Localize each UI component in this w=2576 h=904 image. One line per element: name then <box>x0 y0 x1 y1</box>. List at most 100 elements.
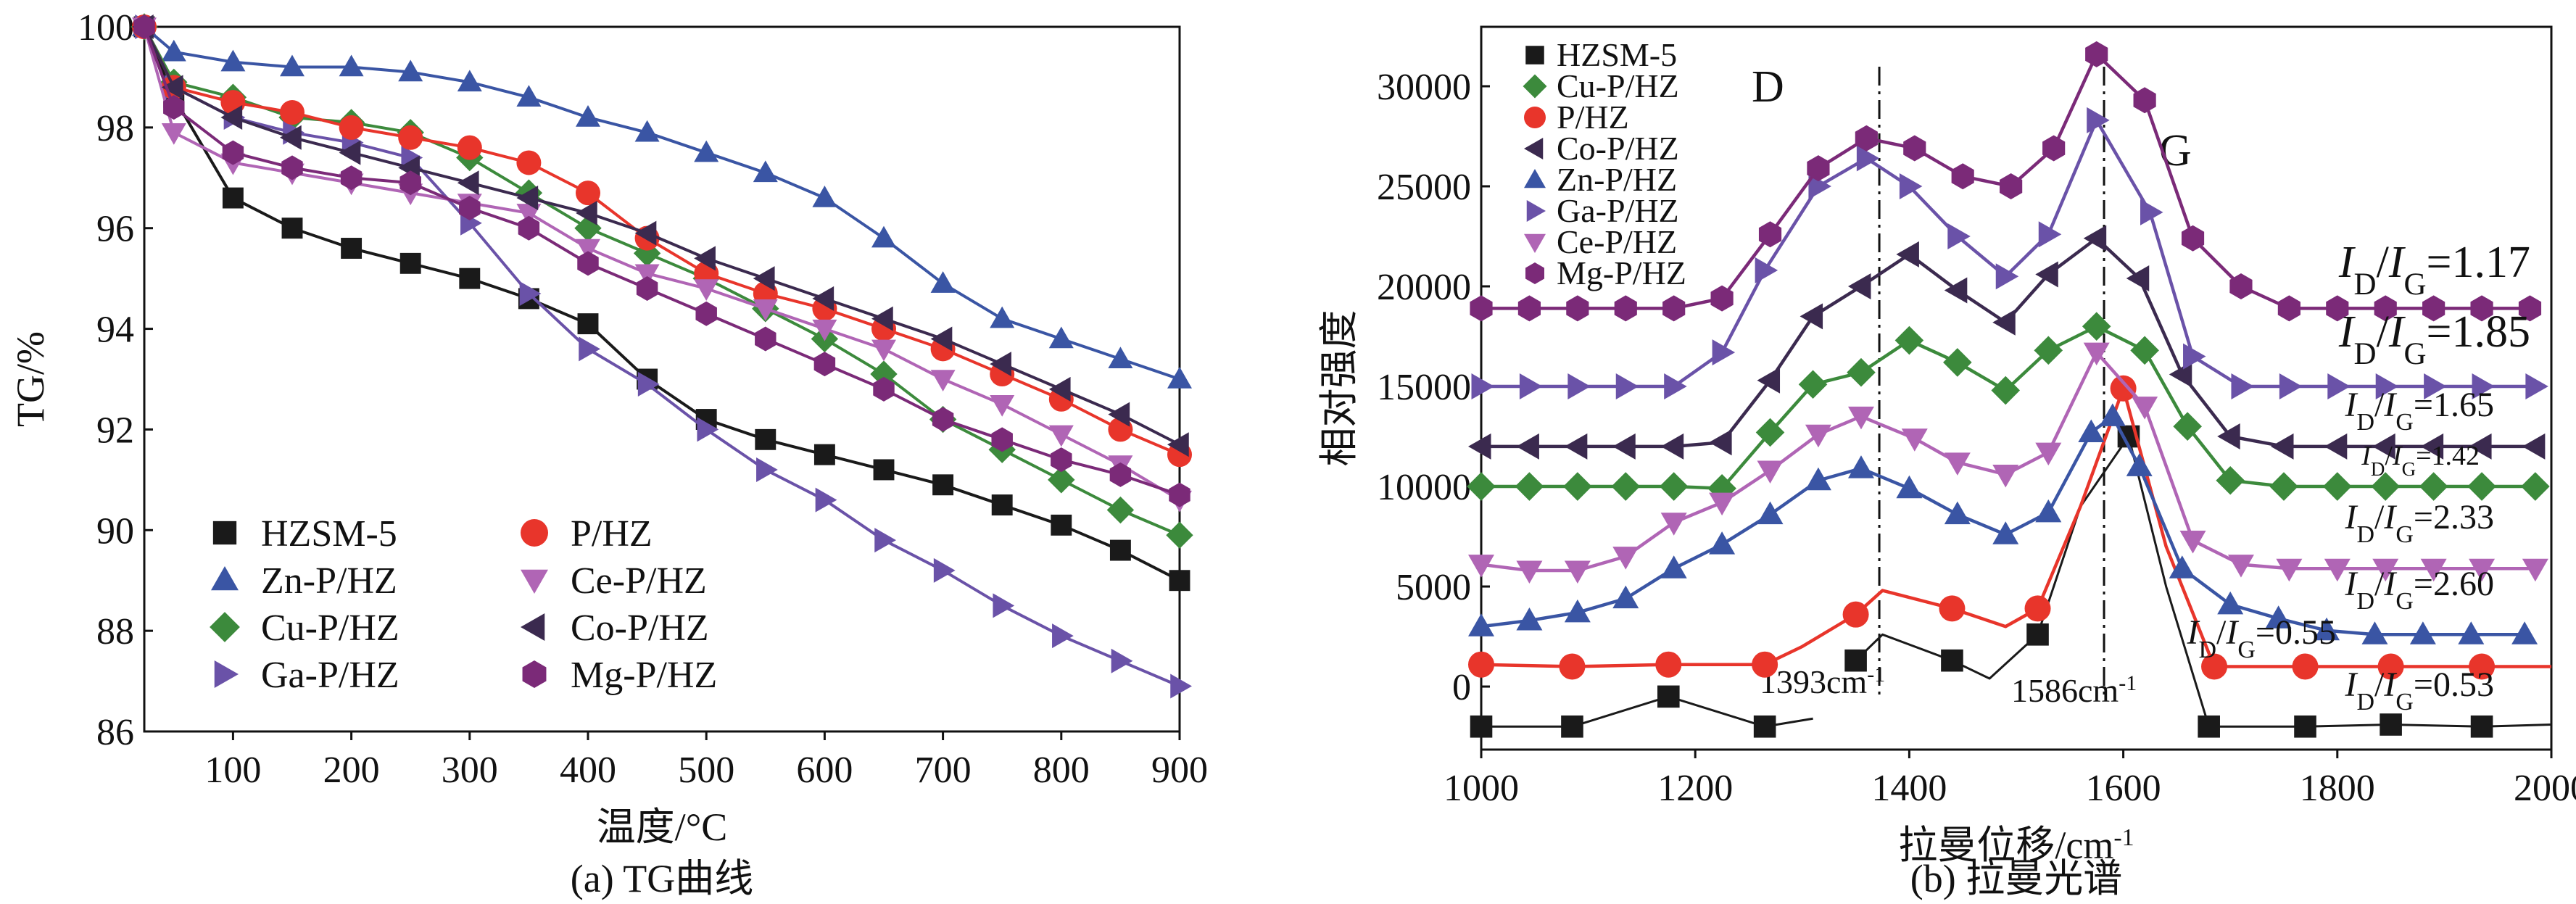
data-point-marker <box>163 95 185 120</box>
series-mg-p-hz <box>1470 41 2542 322</box>
data-point-marker <box>1516 560 1543 584</box>
data-point-marker <box>2314 617 2340 641</box>
data-point-marker <box>1842 601 1869 628</box>
y-tick-label: 0 <box>1452 667 1471 708</box>
data-point-marker <box>576 200 597 225</box>
data-point-marker <box>1108 402 1130 427</box>
y-tick-label: 86 <box>96 712 134 753</box>
data-point-marker <box>1657 685 1680 708</box>
data-point-marker <box>2099 403 2126 426</box>
data-point-marker <box>399 170 421 196</box>
data-point-marker <box>1170 673 1192 699</box>
ratio-symbol: G <box>2403 337 2426 371</box>
y-axis-label: TG/% <box>9 331 52 427</box>
legend-label: Zn-P/HZ <box>261 560 397 602</box>
slash: / <box>2374 498 2385 536</box>
x-tick-label: 700 <box>915 750 972 791</box>
data-point-marker <box>2130 336 2159 365</box>
data-point-marker <box>2000 173 2023 199</box>
data-point-marker <box>753 160 778 183</box>
x-tick-label: 1400 <box>1871 768 1947 809</box>
x-tick-label: 900 <box>1151 750 1208 791</box>
data-point-marker <box>1612 433 1636 460</box>
data-point-marker <box>1856 145 1880 172</box>
data-point-marker <box>933 557 956 583</box>
data-point-marker <box>1660 433 1684 460</box>
data-point-marker <box>694 279 719 302</box>
data-point-marker <box>1516 433 1539 460</box>
data-point-marker <box>871 339 896 362</box>
ratio-symbol: G <box>2237 636 2256 663</box>
legend-marker <box>1524 107 1546 128</box>
data-point-marker <box>1712 339 1736 366</box>
data-point-marker <box>1709 531 1736 555</box>
legend-marker <box>521 569 548 594</box>
data-point-marker <box>579 336 600 362</box>
legend-marker <box>522 660 547 688</box>
data-point-marker <box>695 301 717 326</box>
data-point-marker <box>1899 173 1923 199</box>
legend-marker <box>212 521 237 545</box>
data-point-marker <box>1563 472 1592 501</box>
data-point-marker <box>1468 555 1494 578</box>
data-point-marker <box>2294 715 2316 738</box>
data-point-marker <box>634 264 660 286</box>
data-point-marker <box>1615 373 1639 400</box>
ratio-value: 1.17 <box>2452 238 2531 287</box>
data-point-marker <box>2372 433 2395 460</box>
data-point-marker <box>2327 373 2351 400</box>
data-point-marker <box>2024 595 2051 622</box>
ratio-symbol: I <box>2344 386 2358 424</box>
legend-label: Cu-P/HZ <box>1557 67 1679 104</box>
legend-item: Zn-P/HZ <box>211 560 397 602</box>
data-point-marker <box>2467 472 2496 501</box>
legend-marker <box>1523 74 1547 99</box>
data-point-marker <box>1611 472 1641 501</box>
data-point-marker <box>1515 472 1544 501</box>
data-point-marker <box>1051 447 1072 473</box>
data-point-marker <box>516 150 542 175</box>
data-point-marker <box>1470 715 1493 738</box>
data-point-marker <box>2525 373 2548 400</box>
legend-label: Ga-P/HZ <box>261 655 399 696</box>
legend-item: Co-P/HZ <box>521 607 709 649</box>
data-point-marker <box>2522 433 2546 460</box>
y-tick-label: 20000 <box>1377 267 1471 308</box>
x-tick-label: 400 <box>560 750 616 791</box>
data-point-marker <box>813 352 836 377</box>
data-point-marker <box>1758 221 1782 248</box>
data-point-marker <box>1808 173 1831 199</box>
data-point-marker <box>1516 607 1543 631</box>
data-point-marker <box>2326 295 2349 322</box>
y-tick-label: 100 <box>78 7 134 49</box>
data-point-marker <box>1995 263 2019 290</box>
data-point-marker <box>516 85 542 107</box>
data-point-marker <box>220 49 246 72</box>
series-zn-p-hz <box>132 14 1192 389</box>
id-ig-ratio-label: ID/IG=0.53 <box>2344 665 2494 716</box>
data-point-marker <box>1896 241 1919 268</box>
ratio-symbol: D <box>2354 337 2377 371</box>
data-point-marker <box>1468 433 1491 460</box>
data-point-marker <box>2229 273 2253 300</box>
data-point-marker <box>1660 555 1687 579</box>
y-tick-label: 88 <box>96 611 134 652</box>
data-point-marker <box>2035 499 2062 523</box>
figure-caption: (a) TG曲线 <box>571 857 753 900</box>
x-tick-label: 1600 <box>2086 768 2161 809</box>
data-point-marker <box>1901 428 1928 452</box>
legend-label: Ga-P/HZ <box>1557 192 1679 229</box>
data-point-marker <box>1903 135 1926 162</box>
data-point-marker <box>694 140 719 162</box>
data-point-marker <box>1167 367 1192 389</box>
data-point-marker <box>2419 472 2448 501</box>
data-point-marker <box>2132 397 2158 420</box>
data-point-marker <box>870 360 898 388</box>
legend-label: HZSM-5 <box>1557 36 1677 73</box>
id-ig-ratio-label: ID/IG=1.85 <box>2338 307 2530 371</box>
slash: / <box>2374 665 2385 704</box>
ratio-value: 1.85 <box>2452 307 2531 357</box>
ratio-symbol: G <box>2395 588 2414 615</box>
data-point-marker <box>1951 163 1974 190</box>
data-point-marker <box>2380 713 2402 736</box>
